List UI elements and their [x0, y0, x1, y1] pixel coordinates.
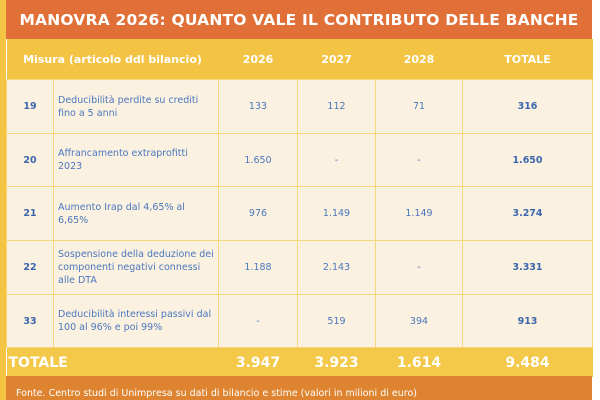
total-2028: 1.614 — [375, 347, 463, 377]
article-number: 19 — [6, 79, 54, 134]
article-number: 21 — [6, 186, 54, 241]
value-2028: - — [375, 240, 463, 295]
value-2027: 2.143 — [297, 240, 376, 295]
value-2028: - — [375, 133, 463, 187]
value-2026: 976 — [218, 186, 298, 241]
value-2026: 1.188 — [218, 240, 298, 295]
contribution-table: Misura (articolo ddl bilancio) 2026 2027… — [6, 39, 593, 377]
header-row: Misura (articolo ddl bilancio) 2026 2027… — [6, 39, 593, 80]
grand-total: 9.484 — [462, 347, 593, 377]
row-total: 316 — [462, 79, 593, 134]
measure-description: Deducibilità perdite su crediti fino a 5… — [53, 79, 219, 134]
measure-description: Sospensione della deduzione dei componen… — [53, 240, 219, 295]
table-row: 22 Sospensione della deduzione dei compon… — [6, 240, 593, 295]
value-2028: 394 — [375, 294, 463, 348]
article-number: 33 — [6, 294, 54, 348]
article-number: 22 — [6, 240, 54, 295]
row-total: 3.274 — [462, 186, 593, 241]
table-row: 19 Deducibilità perdite su crediti fino a… — [6, 79, 593, 134]
header-2027: 2027 — [297, 39, 376, 80]
article-number: 20 — [6, 133, 54, 187]
value-2026: 1.650 — [218, 133, 298, 187]
total-2026: 3.947 — [218, 347, 298, 377]
totals-row: TOTALE 3.947 3.923 1.614 9.484 — [6, 347, 593, 377]
value-2027: 1.149 — [297, 186, 376, 241]
measure-description: Affrancamento extraprofitti 2023 — [53, 133, 219, 187]
row-total: 1.650 — [462, 133, 593, 187]
measure-description: Aumento Irap dal 4,65% al 6,65% — [53, 186, 219, 241]
totals-label: TOTALE — [6, 347, 219, 377]
header-total: TOTALE — [462, 39, 593, 80]
value-2027: 519 — [297, 294, 376, 348]
header-2028: 2028 — [375, 39, 463, 80]
value-2027: 112 — [297, 79, 376, 134]
value-2026: 133 — [218, 79, 298, 134]
total-2027: 3.923 — [297, 347, 376, 377]
measure-description: Deducibilità interessi passivi dal 100 a… — [53, 294, 219, 348]
value-2028: 1.149 — [375, 186, 463, 241]
header-measure: Misura (articolo ddl bilancio) — [6, 39, 219, 80]
value-2027: - — [297, 133, 376, 187]
table-row: 20 Affrancamento extraprofitti 2023 1.650-… — [6, 133, 593, 187]
table-row: 33 Deducibilità interessi passivi dal 100… — [6, 294, 593, 348]
value-2028: 71 — [375, 79, 463, 134]
value-2026: - — [218, 294, 298, 348]
source-note: Fonte. Centro studi di Unimpresa su dati… — [6, 376, 592, 400]
page-title: MANOVRA 2026: QUANTO VALE IL CONTRIBUTO … — [6, 0, 592, 39]
row-total: 913 — [462, 294, 593, 348]
row-total: 3.331 — [462, 240, 593, 295]
border — [0, 0, 6, 400]
header-2026: 2026 — [218, 39, 298, 80]
table-row: 21 Aumento Irap dal 4,65% al 6,65% 976 1.14… — [6, 186, 593, 241]
